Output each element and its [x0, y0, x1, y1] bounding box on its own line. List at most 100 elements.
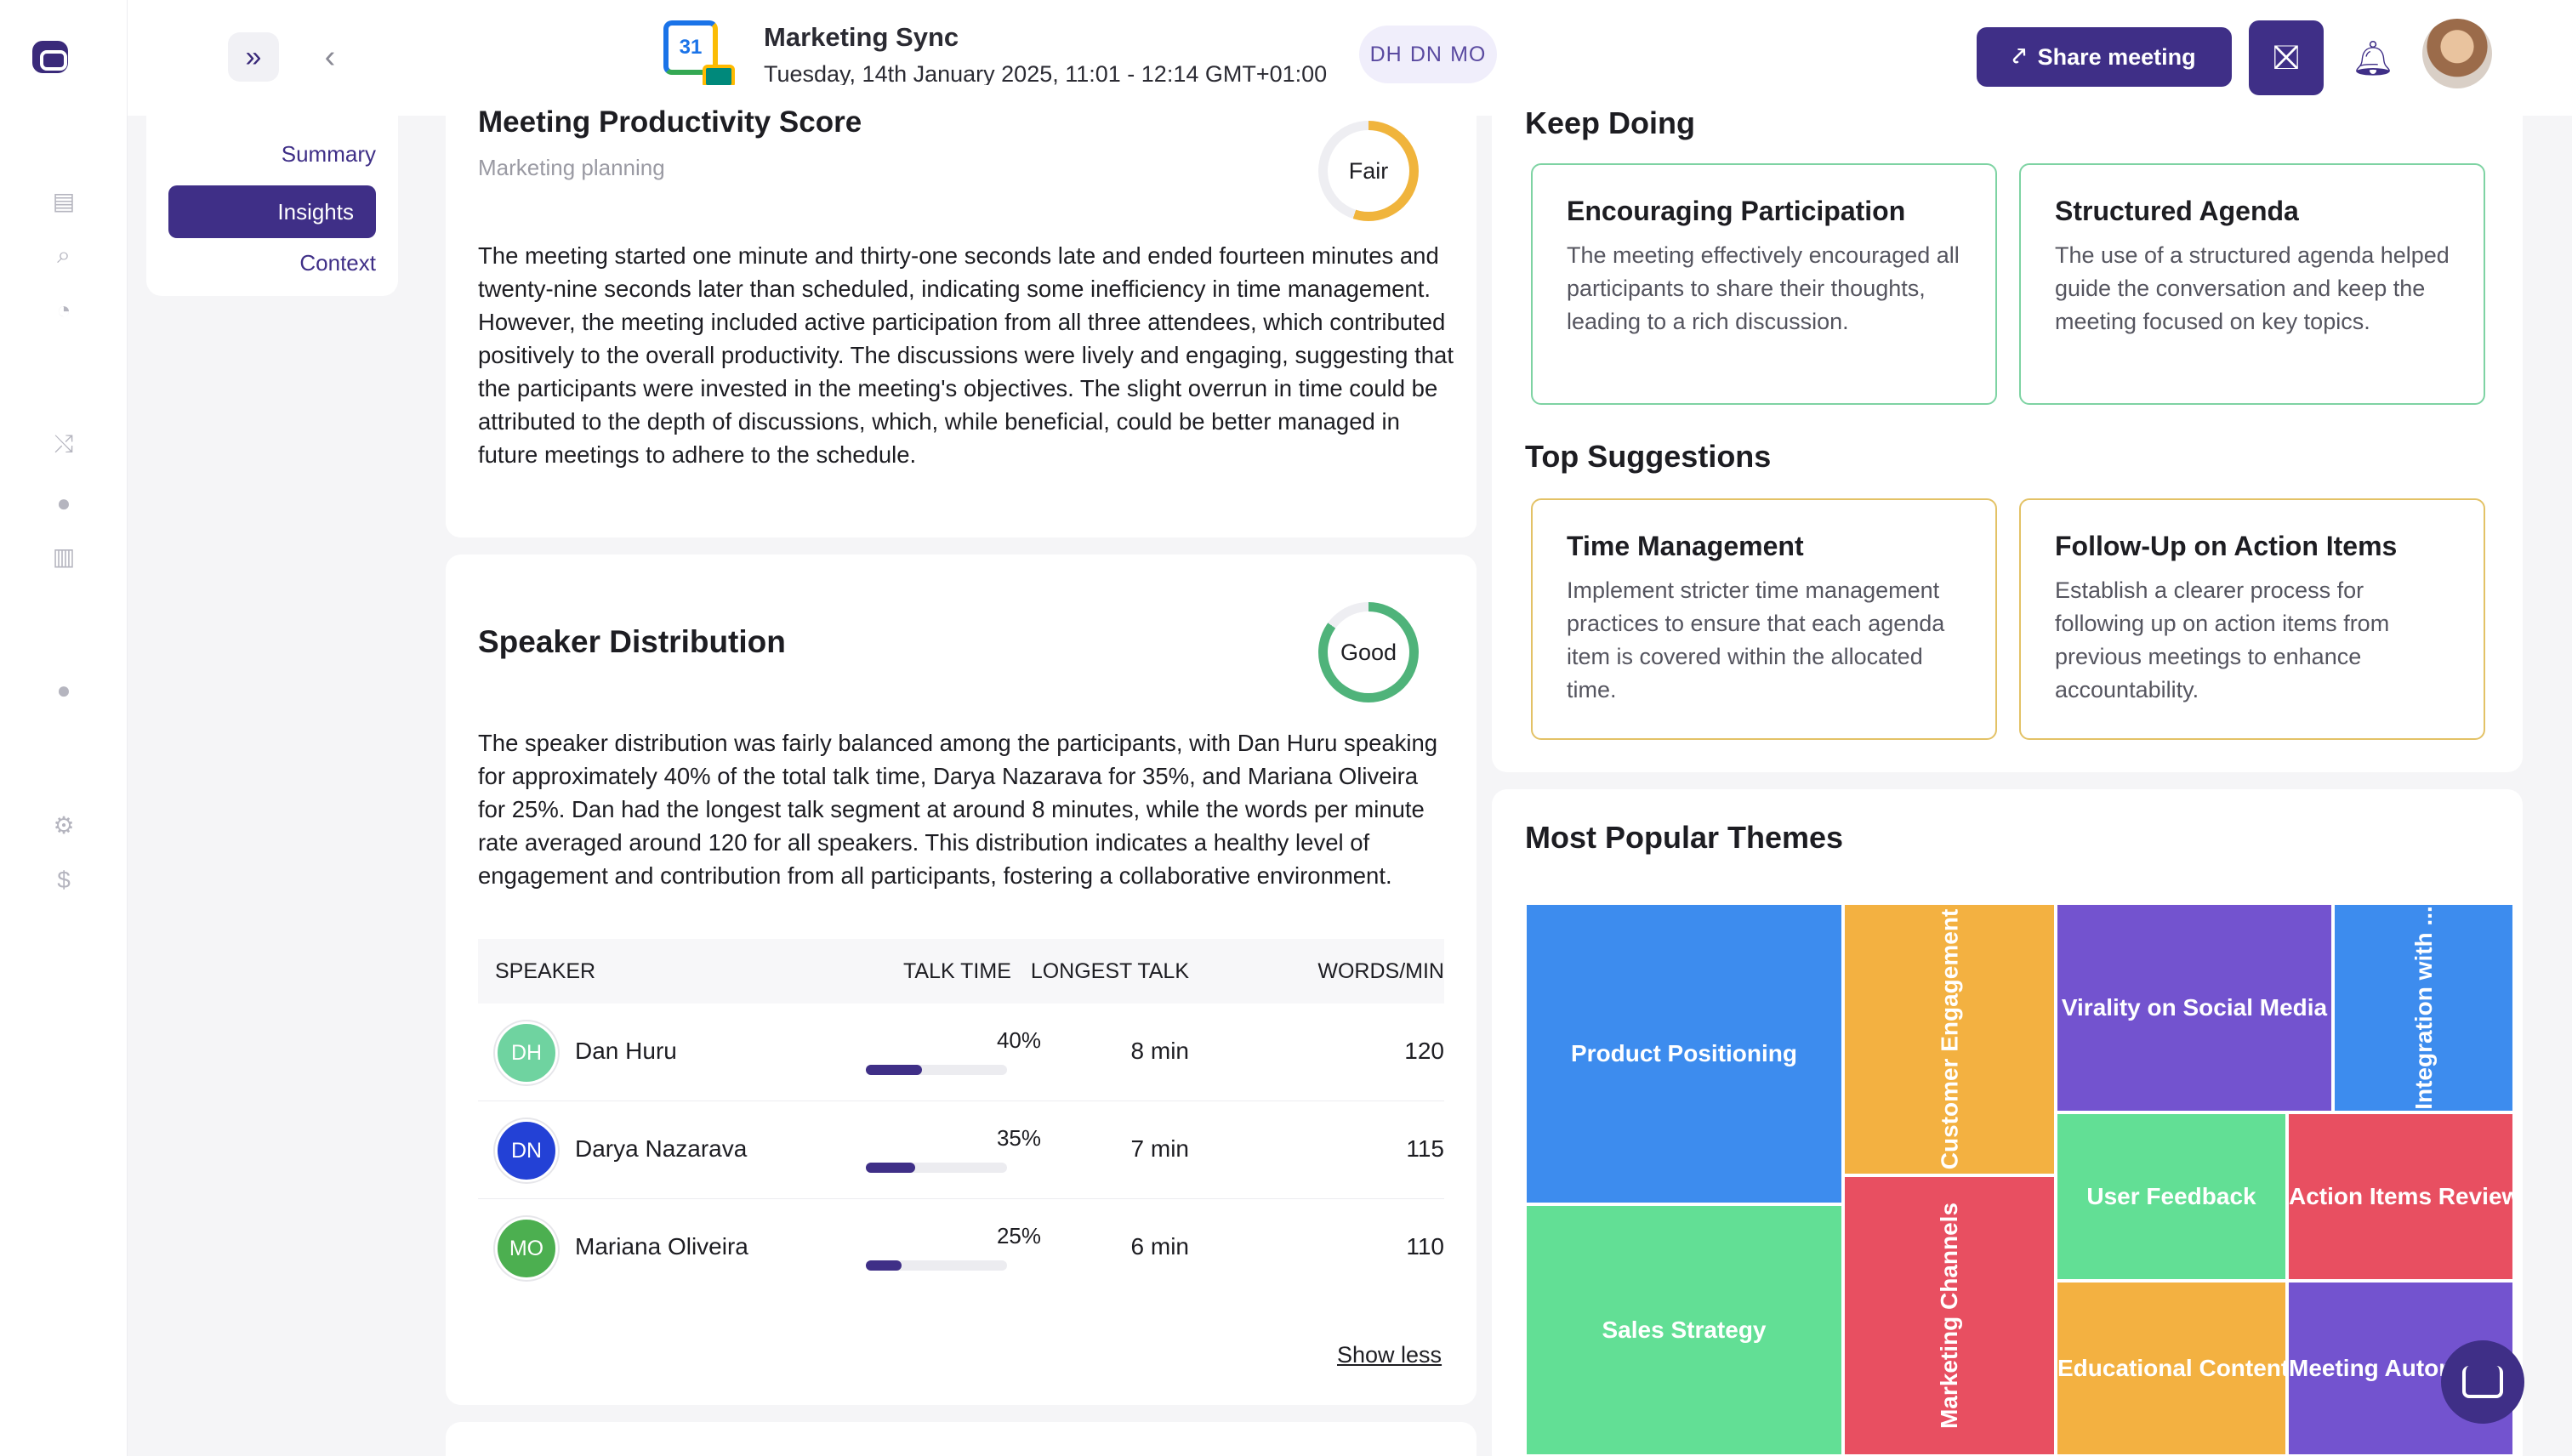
theme-label: Meeting Autor [2289, 1355, 2449, 1381]
suggestion-item-text: Establish a clearer process for followin… [2055, 577, 2390, 702]
expand-sidebar-button[interactable]: » [228, 32, 279, 82]
talk-time-percent: 35% [996, 1125, 1041, 1151]
theme-educational-content[interactable]: Educational Content [2056, 1281, 2287, 1456]
keep-doing-item-text: The use of a structured agenda helped gu… [2055, 242, 2450, 334]
theme-sales-strategy[interactable]: Sales Strategy [1525, 1204, 1843, 1456]
suggestion-item-title: Follow-Up on Action Items [2055, 531, 2398, 561]
share-meeting-button[interactable]: ⤤ Share meeting [1977, 27, 2232, 87]
gift-icon: ⛝ [2273, 38, 2300, 77]
theme-user-feedback[interactable]: User Feedback [2056, 1112, 2287, 1281]
theme-label: Marketing Channels [1936, 1202, 1962, 1430]
chevron-left-icon: ‹ [324, 38, 336, 75]
settings-icon[interactable]: ⚙ [53, 812, 75, 839]
keep-doing-item-title: Structured Agenda [2055, 196, 2299, 226]
keep-doing-item-text: The meeting effectively encouraged all p… [1567, 242, 1960, 334]
share-icon: ⤤ [2012, 43, 2026, 69]
themes-treemap: Product Positioning Customer Engagement … [1525, 903, 2514, 1456]
subnav-context[interactable]: Context [299, 250, 376, 276]
theme-label: Integration with ... [2410, 906, 2437, 1110]
talk-time-percent: 25% [996, 1223, 1041, 1248]
speaker-avatar: DH [495, 1021, 558, 1084]
productivity-title: Meeting Productivity Score [478, 105, 862, 139]
google-calendar-icon: 31 [663, 20, 737, 94]
speaker-distribution-title: Speaker Distribution [478, 624, 786, 659]
productivity-rating-ring: Fair [1318, 121, 1419, 221]
search-icon[interactable]: ⌕ [57, 242, 71, 268]
left-rail: ▤ ⌕ ◔ ⤭ ● ▥ ● ⚙ $ [0, 0, 128, 1456]
productivity-rating: Fair [1348, 157, 1389, 184]
speaker-rating-ring: Good [1318, 602, 1419, 702]
double-chevron-right-icon: » [245, 40, 262, 73]
participant-initials: MO [1450, 42, 1487, 66]
col-talk-time[interactable]: TALK TIME [903, 959, 1011, 983]
share-meeting-label: Share meeting [2037, 43, 2196, 70]
productivity-subtitle: Marketing planning [478, 155, 665, 180]
theme-product-positioning[interactable]: Product Positioning [1525, 903, 1843, 1204]
talk-time-bar [866, 1065, 1007, 1075]
subnav-insights[interactable]: Insights [168, 185, 376, 238]
back-button[interactable]: ‹ [313, 32, 347, 82]
user-avatar[interactable] [2422, 19, 2492, 88]
suggestion-item: Time Management Implement stricter time … [1531, 498, 1997, 740]
table-row: MO Mariana Oliveira 25% 6 min 110 [478, 1199, 1444, 1297]
workflow-icon[interactable]: ⤭ [54, 430, 74, 457]
theme-label: User Feedback [2086, 1183, 2256, 1209]
keep-doing-item: Structured Agenda The use of a structure… [2019, 163, 2485, 405]
participant-avatars[interactable]: DH DN MO [1359, 26, 1497, 83]
palette-icon[interactable]: ◔ [56, 297, 71, 323]
speaker-avatar: MO [495, 1217, 558, 1280]
theme-label: Virality on Social Media [2061, 994, 2328, 1021]
participant-initials: DH [1369, 42, 1403, 66]
analytics-icon[interactable]: ▥ [52, 543, 76, 570]
keep-doing-item: Encouraging Participation The meeting ef… [1531, 163, 1997, 405]
themes-title: Most Popular Themes [1525, 820, 1844, 855]
bell-icon: 🔔︎ [2351, 39, 2395, 77]
speaker-description: The speaker distribution was fairly bala… [478, 730, 1438, 889]
col-speaker[interactable]: SPEAKER [495, 959, 596, 983]
calendar-day: 31 [679, 36, 703, 59]
longest-talk: 6 min [1130, 1233, 1189, 1260]
theme-label: Educational Content [2057, 1355, 2287, 1381]
talk-time-bar [866, 1163, 1007, 1173]
col-longest-talk[interactable]: LONGEST TALK [1030, 959, 1189, 983]
chat-support-button[interactable] [2441, 1340, 2524, 1424]
speaker-name: Darya Nazarava [575, 1135, 748, 1162]
subnav-summary[interactable]: Summary [281, 141, 376, 167]
app-logo-icon[interactable] [32, 41, 68, 73]
support-icon[interactable]: ● [56, 677, 71, 703]
integrations-icon[interactable]: ● [56, 490, 71, 516]
theme-label: Sales Strategy [1602, 1317, 1767, 1343]
speaker-table: SPEAKER TALK TIME LONGEST TALK WORDS/MIN… [478, 939, 1444, 1297]
col-words-per-min[interactable]: WORDS/MIN [1317, 959, 1444, 983]
theme-customer-engagement[interactable]: Customer Engagement [1843, 903, 2056, 1175]
show-less-link[interactable]: Show less [1337, 1342, 1442, 1368]
theme-integration[interactable]: Integration with ... [2333, 903, 2514, 1112]
longest-talk: 8 min [1130, 1038, 1189, 1064]
suggestion-item: Follow-Up on Action Items Establish a cl… [2019, 498, 2485, 740]
notifications-button[interactable]: 🔔︎ [2349, 34, 2397, 82]
insights-subnav: Summary Insights Context [146, 116, 398, 296]
meetings-icon[interactable]: ▤ [52, 188, 76, 214]
speaker-avatar: DN [495, 1119, 558, 1182]
billing-icon[interactable]: $ [57, 867, 71, 893]
speaker-table-header: SPEAKER TALK TIME LONGEST TALK WORDS/MIN [478, 939, 1444, 1004]
table-row: DN Darya Nazarava 35% 7 min 115 [478, 1101, 1444, 1199]
suggestion-item-title: Time Management [1567, 531, 1804, 561]
talk-time-percent: 40% [996, 1027, 1041, 1053]
gift-button[interactable]: ⛝ [2249, 20, 2324, 95]
meeting-date: Tuesday, 14th January 2025, 11:01 - 12:1… [764, 61, 1328, 87]
speaker-name: Mariana Oliveira [575, 1233, 748, 1260]
theme-action-items-review[interactable]: Action Items Review [2287, 1112, 2514, 1281]
theme-marketing-channels[interactable]: Marketing Channels [1843, 1175, 2056, 1456]
words-per-min: 120 [1404, 1038, 1444, 1064]
theme-label: Product Positioning [1571, 1040, 1797, 1066]
next-card [446, 1422, 1477, 1456]
theme-virality[interactable]: Virality on Social Media [2056, 903, 2333, 1112]
keep-doing-title: Keep Doing [1525, 105, 1696, 140]
words-per-min: 115 [1406, 1135, 1444, 1162]
meeting-title: Marketing Sync [764, 22, 959, 52]
table-row: DH Dan Huru 40% 8 min 120 [478, 1004, 1444, 1101]
productivity-description: The meeting started one minute and thirt… [478, 242, 1454, 468]
speaker-name: Dan Huru [575, 1038, 677, 1064]
longest-talk: 7 min [1130, 1135, 1189, 1162]
